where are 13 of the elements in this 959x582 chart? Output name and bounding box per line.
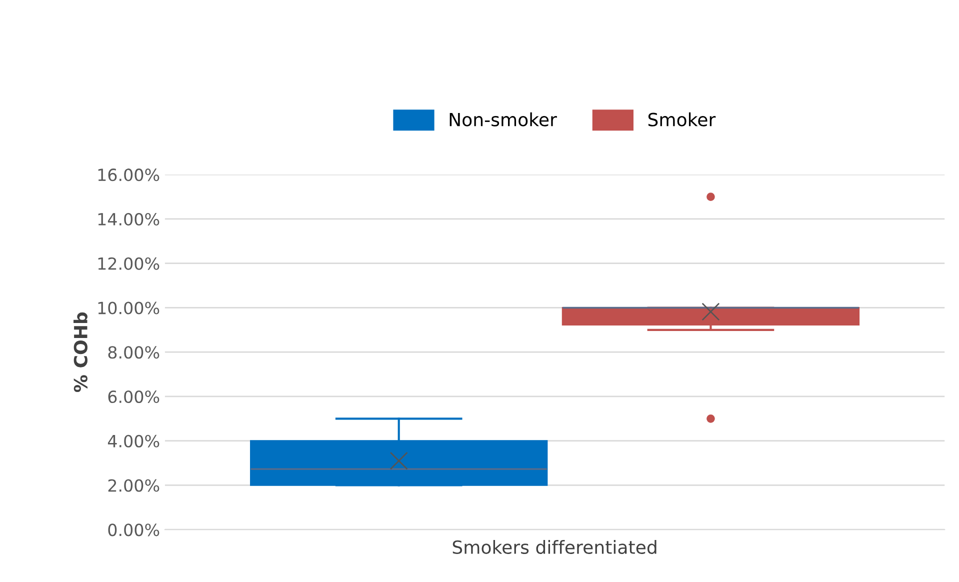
y-tick-label: 14.00% [98,212,160,226]
y-tick-label: 4.00% [108,434,160,448]
legend-label: Non-smoker [450,112,557,126]
y-tick-label: 6.00% [108,390,160,404]
y-tick-label: 10.00% [98,302,160,314]
y-axis-title: % COHb [74,312,88,392]
y-tick-label: 12.00% [98,257,160,270]
y-tick-label: 2.00% [108,479,160,492]
legend-label: Smoker [648,112,716,126]
y-tick-label: 16.00% [98,168,160,182]
x-axis-title: Smokers differentiated [452,540,656,554]
y-tick-label: 0.00% [108,524,160,536]
y-tick-label: 8.00% [108,346,160,359]
